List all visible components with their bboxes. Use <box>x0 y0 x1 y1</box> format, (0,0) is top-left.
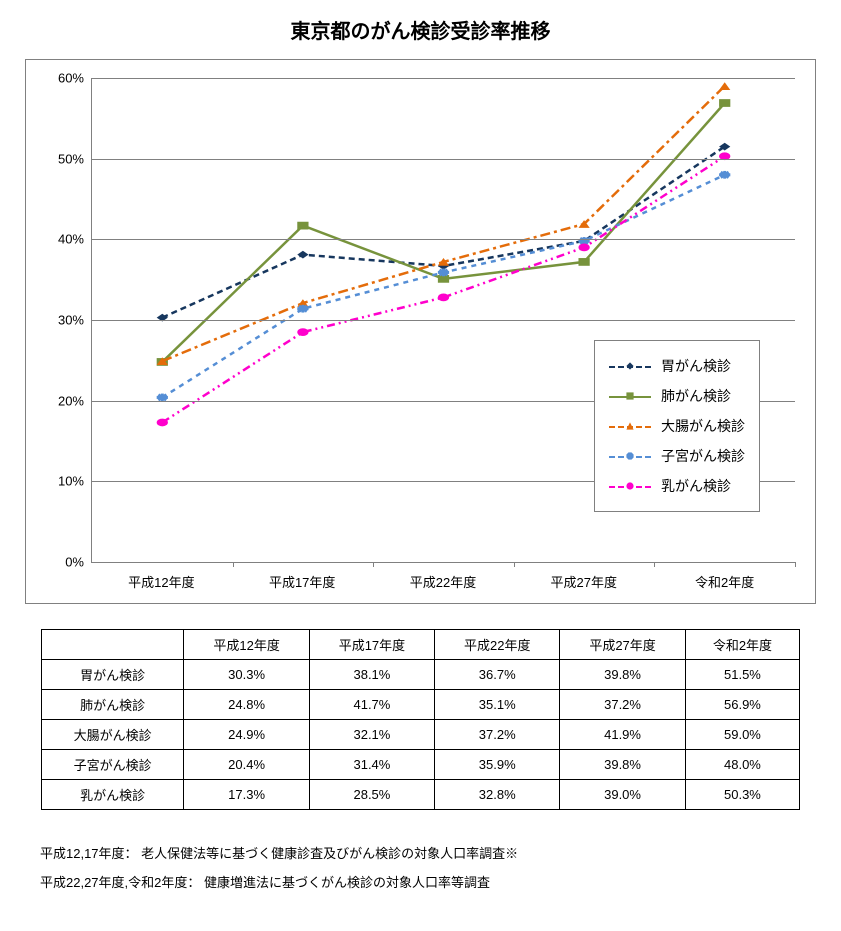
series-marker <box>719 82 730 90</box>
x-tick-label: 平成27年度 <box>513 572 654 591</box>
legend-swatch <box>609 420 651 432</box>
legend-item: 乳がん検診 <box>609 471 745 501</box>
footnote: 平成22,27年度,令和2年度： 健康増進法に基づくがん検診の対象人口率等調査 <box>40 869 816 898</box>
series-marker <box>578 258 589 266</box>
legend-label: 大腸がん検診 <box>661 416 745 436</box>
x-tick-label: 平成12年度 <box>91 572 232 591</box>
legend-swatch <box>609 480 651 492</box>
table-row: 大腸がん検診24.9%32.1%37.2%41.9%59.0% <box>41 720 799 750</box>
series-marker <box>438 294 449 302</box>
table-row: 肺がん検診24.8%41.7%35.1%37.2%56.9% <box>41 690 799 720</box>
table-cell: 59.0% <box>685 720 799 750</box>
table-row-label: 子宮がん検診 <box>41 750 184 780</box>
series-marker <box>297 222 308 230</box>
footnotes: 平成12,17年度： 老人保健法等に基づく健康診査及びがん検診の対象人口率調査※… <box>40 840 816 897</box>
y-tick-label: 0% <box>65 555 84 570</box>
gridline <box>92 159 795 160</box>
legend-item: 肺がん検診 <box>609 381 745 411</box>
table-row: 乳がん検診17.3%28.5%32.8%39.0%50.3% <box>41 780 799 810</box>
legend-item: 子宮がん検診 <box>609 441 745 471</box>
series-marker <box>157 419 168 427</box>
x-tick <box>514 562 515 567</box>
series-line <box>162 103 724 362</box>
series-marker <box>578 244 589 252</box>
legend: 胃がん検診肺がん検診大腸がん検診子宮がん検診乳がん検診 <box>594 340 760 512</box>
legend-swatch <box>609 390 651 402</box>
table-cell: 39.0% <box>560 780 685 810</box>
x-tick-label: 令和2年度 <box>654 572 795 591</box>
table-cell: 32.1% <box>309 720 434 750</box>
table-column-header: 平成22年度 <box>435 630 560 660</box>
series-line <box>162 147 724 318</box>
table-column-header: 平成27年度 <box>560 630 685 660</box>
table-cell: 41.7% <box>309 690 434 720</box>
gridline <box>92 78 795 79</box>
y-tick-label: 50% <box>58 151 84 166</box>
table-row-label: 大腸がん検診 <box>41 720 184 750</box>
table-cell: 17.3% <box>184 780 309 810</box>
table-cell: 39.8% <box>560 660 685 690</box>
x-tick <box>654 562 655 567</box>
x-tick <box>795 562 796 567</box>
legend-item: 胃がん検診 <box>609 351 745 381</box>
table-cell: 35.1% <box>435 690 560 720</box>
table-cell: 28.5% <box>309 780 434 810</box>
table-cell: 35.9% <box>435 750 560 780</box>
table-cell: 20.4% <box>184 750 309 780</box>
table-cell: 48.0% <box>685 750 799 780</box>
legend-label: 胃がん検診 <box>661 356 731 376</box>
table-row: 胃がん検診30.3%38.1%36.7%39.8%51.5% <box>41 660 799 690</box>
series-marker <box>297 328 308 336</box>
gridline <box>92 320 795 321</box>
legend-item: 大腸がん検診 <box>609 411 745 441</box>
data-table: 平成12年度平成17年度平成22年度平成27年度令和2年度 胃がん検診30.3%… <box>41 629 800 810</box>
y-tick-label: 60% <box>58 71 84 86</box>
legend-label: 肺がん検診 <box>661 386 731 406</box>
table-column-header: 平成12年度 <box>184 630 309 660</box>
table-cell: 50.3% <box>685 780 799 810</box>
series-marker <box>719 99 730 107</box>
table-column-header: 平成17年度 <box>309 630 434 660</box>
x-tick-label: 平成17年度 <box>232 572 373 591</box>
y-tick-label: 40% <box>58 232 84 247</box>
table-cell: 56.9% <box>685 690 799 720</box>
series-marker <box>719 171 730 179</box>
table-header-row: 平成12年度平成17年度平成22年度平成27年度令和2年度 <box>41 630 799 660</box>
x-axis-labels: 平成12年度平成17年度平成22年度平成27年度令和2年度 <box>91 572 795 591</box>
table-cell: 32.8% <box>435 780 560 810</box>
table-cell: 36.7% <box>435 660 560 690</box>
table-cell: 41.9% <box>560 720 685 750</box>
legend-label: 子宮がん検診 <box>661 446 745 466</box>
legend-label: 乳がん検診 <box>661 476 731 496</box>
y-tick-label: 20% <box>58 393 84 408</box>
footnote: 平成12,17年度： 老人保健法等に基づく健康診査及びがん検診の対象人口率調査※ <box>40 840 816 869</box>
legend-swatch <box>609 360 651 372</box>
table-row: 子宮がん検診20.4%31.4%35.9%39.8%48.0% <box>41 750 799 780</box>
series-marker <box>297 251 308 259</box>
chart-title: 東京都のがん検診受診率推移 <box>25 15 816 44</box>
table-cell: 51.5% <box>685 660 799 690</box>
y-tick-label: 10% <box>58 474 84 489</box>
table-row-label: 胃がん検診 <box>41 660 184 690</box>
x-tick <box>233 562 234 567</box>
y-tick-label: 30% <box>58 313 84 328</box>
table-cell: 24.9% <box>184 720 309 750</box>
gridline <box>92 239 795 240</box>
x-tick-label: 平成22年度 <box>373 572 514 591</box>
chart-container: 0% 10% 20% 30% 40% 50% 60% 平成12年度平成17年度平成22年度平… <box>25 59 816 604</box>
table-cell: 24.8% <box>184 690 309 720</box>
table-column-header: 令和2年度 <box>685 630 799 660</box>
table-row-label: 肺がん検診 <box>41 690 184 720</box>
table-body: 胃がん検診30.3%38.1%36.7%39.8%51.5%肺がん検診24.8%… <box>41 660 799 810</box>
x-tick <box>373 562 374 567</box>
table-row-label: 乳がん検診 <box>41 780 184 810</box>
table-cell: 39.8% <box>560 750 685 780</box>
table-cell: 30.3% <box>184 660 309 690</box>
table-corner <box>41 630 184 660</box>
table-cell: 37.2% <box>560 690 685 720</box>
table-cell: 38.1% <box>309 660 434 690</box>
table-cell: 37.2% <box>435 720 560 750</box>
legend-swatch <box>609 450 651 462</box>
table-cell: 31.4% <box>309 750 434 780</box>
